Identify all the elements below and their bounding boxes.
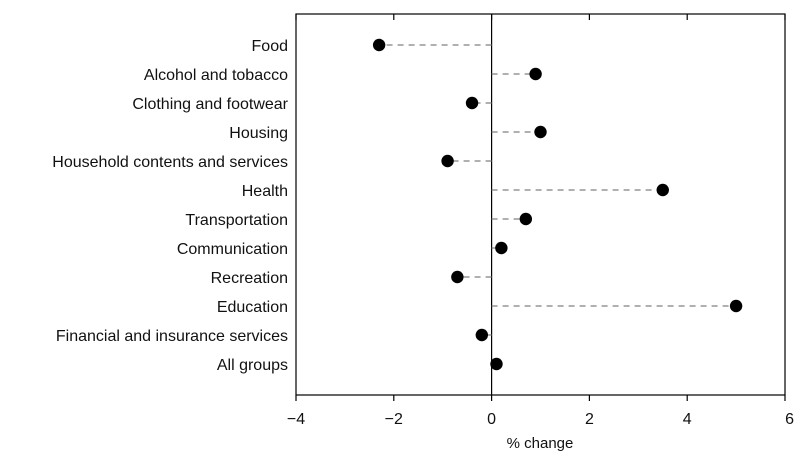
category-label-alcohol-and-tobacco: Alcohol and tobacco: [144, 67, 288, 84]
point-communication: [495, 241, 508, 255]
point-all-groups: [490, 357, 503, 371]
category-label-financial-and-insurance-services: Financial and insurance services: [56, 328, 288, 345]
category-label-household-contents-and-services: Household contents and services: [52, 154, 288, 171]
x-tick-label: −4: [287, 411, 305, 428]
category-label-all-groups: All groups: [217, 357, 288, 374]
point-clothing-and-footwear: [465, 96, 479, 110]
category-label-clothing-and-footwear: Clothing and footwear: [132, 96, 288, 113]
x-tick-label: 2: [585, 411, 594, 428]
category-label-education: Education: [217, 299, 288, 316]
x-axis-title: % change: [507, 435, 574, 452]
point-transportation: [519, 212, 533, 226]
point-education: [729, 299, 743, 313]
category-label-food: Food: [252, 38, 288, 55]
category-label-health: Health: [242, 183, 288, 200]
point-household-contents-and-services: [441, 154, 454, 168]
x-tick-label: 0: [487, 411, 496, 428]
x-tick-label: −2: [385, 411, 403, 428]
point-housing: [534, 125, 547, 139]
category-label-communication: Communication: [177, 241, 288, 258]
point-alcohol-and-tobacco: [529, 67, 542, 81]
category-label-transportation: Transportation: [185, 212, 288, 229]
x-tick-label: 4: [683, 411, 692, 428]
plot-frame: [295, 13, 786, 396]
x-tick-label: 6: [785, 411, 794, 428]
point-recreation: [451, 270, 464, 284]
point-financial-and-insurance-services: [475, 328, 489, 342]
category-label-housing: Housing: [229, 125, 288, 142]
point-health: [656, 183, 669, 197]
point-food: [372, 38, 386, 52]
category-label-recreation: Recreation: [211, 270, 288, 287]
